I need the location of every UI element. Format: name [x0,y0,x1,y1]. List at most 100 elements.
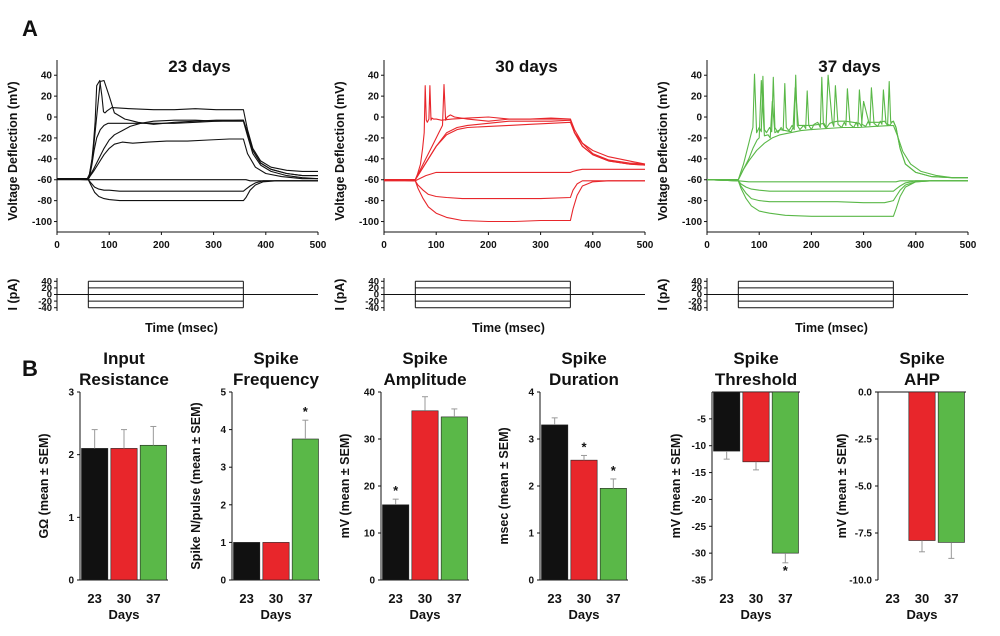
y-tick-label: -80 [365,196,380,207]
y-tick-label: 30 [364,435,376,446]
category-label: 23 [388,591,402,606]
y-tick-label: 20 [41,283,52,294]
y-tick-label: 1 [68,513,74,524]
y-tick-label: -30 [692,549,707,560]
y-tick-label: -40 [365,303,379,314]
y-tick-label: 40 [691,71,703,82]
y-tick-label: 0 [369,576,375,587]
y-tick-label: 40 [364,388,376,399]
y-tick-label: -25 [692,522,707,533]
significance-marker: * [393,483,399,498]
bar-23 [541,424,569,581]
y-tick-label: 2 [68,450,74,461]
bar-title-line-1: Input [103,349,145,368]
y-tick-label: 20 [691,283,702,294]
x-tick-label: 0 [54,240,60,251]
voltage-trace-8 [56,178,318,202]
significance-marker: * [783,563,789,578]
voltage-trace-1 [707,73,968,181]
bar-23 [81,448,109,581]
category-label: 23 [239,591,253,606]
y-axis-label: mV (mean ± SEM) [835,434,849,539]
x-tick-label: 400 [584,240,601,251]
x-axis-label: Days [108,607,139,622]
voltage-trace-2 [57,79,318,180]
y-tick-label: 0 [528,576,534,587]
bar-37 [291,438,319,581]
category-label: 30 [915,591,929,606]
x-axis-label: Days [568,607,599,622]
voltage-trace-5 [384,168,645,182]
y-tick-label: -60 [365,175,380,186]
y-tick-label: 40 [691,277,702,288]
category-label: 37 [606,591,620,606]
y-tick-label: 2 [528,482,534,493]
y-tick-label: 40 [368,71,380,82]
y-tick-label: -20 [38,133,53,144]
y-tick-label: 5 [220,388,226,399]
y-tick-label: -2.5 [855,435,873,446]
bar-30 [110,448,138,581]
bar-30 [908,391,936,541]
x-tick-label: 500 [960,240,977,251]
bar-title-line-2: Frequency [233,370,320,389]
y-tick-label: -40 [365,154,380,165]
voltage-trace-3 [384,121,646,181]
y-tick-label: 0 [697,290,702,301]
bar-30 [262,542,290,581]
category-label: 23 [885,591,899,606]
x-tick-label: 0 [381,240,387,251]
category-label: 30 [749,591,763,606]
voltage-trace-5 [706,179,968,192]
y-tick-label: -100 [359,217,379,228]
category-label: 37 [447,591,461,606]
bar-23 [713,391,741,452]
y-tick-label: 40 [41,71,53,82]
voltage-trace-4 [384,119,646,181]
y-tick-label: -80 [688,196,703,207]
trace-title: 37 days [818,57,880,76]
y-tick-label: -7.5 [855,529,873,540]
panel-label-a: A [22,16,38,41]
y-tick-label: 0 [696,113,702,124]
y-axis-label: I (pA) [333,279,347,311]
bar-37 [599,488,627,581]
x-axis-label: Time (msec) [145,321,218,335]
category-label: 30 [117,591,131,606]
x-tick-label: 300 [855,240,872,251]
bar-37 [771,391,799,554]
y-tick-label: -20 [365,133,380,144]
y-tick-label: 40 [368,277,379,288]
y-tick-label: 20 [368,92,380,103]
y-tick-label: -35 [692,576,707,587]
voltage-trace-1 [57,120,319,180]
voltage-trace-2 [384,84,646,181]
significance-marker: * [303,404,309,419]
y-tick-label: 20 [691,92,703,103]
y-tick-label: 1 [220,538,226,549]
y-axis-label: Voltage Deflection (mV) [333,81,347,220]
y-tick-label: -15 [692,468,707,479]
y-tick-label: -10 [692,441,707,452]
bar-chart-3: 0 10 20 30 40 * 23 30 37 Days Spike Amplitude mV (me… [338,349,469,622]
bar-title-line-1: Spike [253,349,298,368]
bar-title-line-2: AHP [904,370,940,389]
category-label: 23 [87,591,101,606]
x-tick-label: 100 [428,240,445,251]
category-label: 37 [778,591,792,606]
category-label: 23 [547,591,561,606]
y-axis-label: Voltage Deflection (mV) [6,81,20,220]
y-axis-label: Spike N/pulse (mean ± SEM) [189,402,203,569]
y-axis-label: I (pA) [656,279,670,311]
x-axis-label: Days [260,607,291,622]
bar-chart-5: -5 -10 -15 -20 -25 -30 -35 23 30 * 37 Days Spike Thre… [669,349,800,622]
bar-37 [139,444,167,581]
y-tick-label: -40 [688,154,703,165]
